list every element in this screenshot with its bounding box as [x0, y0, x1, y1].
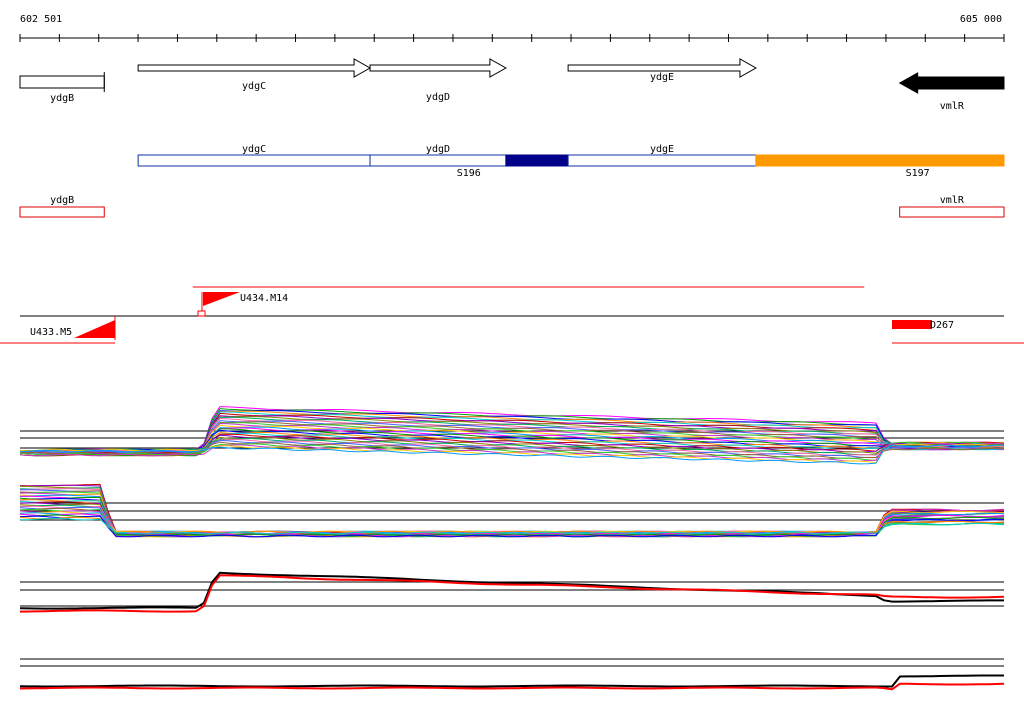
marker-d267	[892, 320, 932, 329]
gene-arrow-ydgE	[567, 58, 757, 78]
gene-arrow-ydgD	[369, 58, 507, 78]
transcript-label-d267: D267	[930, 320, 954, 331]
profile-line	[19, 574, 1005, 613]
profile-line	[20, 495, 1005, 535]
profile-line	[19, 443, 1005, 464]
profile-line	[19, 444, 1004, 465]
operon-label: ydgC	[242, 144, 266, 155]
red-box-label-vmlR: vmlR	[940, 195, 965, 206]
flag-base-u434	[197, 310, 206, 317]
profile-line	[19, 682, 1005, 691]
gene-label-ydgB: ydgB	[50, 93, 74, 104]
ruler-end-label: 605 000	[960, 14, 1002, 25]
segment-label-s196: S196	[457, 168, 481, 179]
expression-profiles	[19, 406, 1005, 691]
profile-line	[19, 488, 1005, 538]
profile-line	[19, 501, 1005, 535]
ruler-start-label: 602 501	[20, 14, 62, 25]
gene-arrow-ydgC	[137, 58, 372, 78]
operon-segment	[755, 154, 1005, 167]
red-box-vmlR	[899, 206, 1005, 218]
operon-label: ydgE	[650, 144, 674, 155]
gene-track: ydgB ydgC ydgD ydgE vmlR	[19, 58, 1005, 112]
red-box-ydgB	[19, 206, 105, 218]
profile-line	[20, 492, 1005, 537]
profile-line	[19, 500, 1005, 534]
profile-line	[19, 428, 1005, 457]
profile-line	[19, 484, 1005, 535]
ruler-ticks	[19, 34, 1005, 42]
profile-line	[19, 512, 1005, 535]
operon-segment	[137, 154, 371, 167]
gene-box-ydgB	[19, 75, 105, 89]
profile-line	[19, 502, 1005, 536]
profile-line	[19, 674, 1004, 688]
profile-line	[19, 490, 1005, 535]
operon-track: ydgC ydgD ydgE S196 S197	[137, 144, 1005, 179]
profile-line	[19, 497, 1005, 537]
gene-label-ydgC: ydgC	[242, 81, 266, 92]
profile-line	[19, 510, 1005, 534]
profile-line	[19, 487, 1004, 537]
profile-line	[19, 514, 1005, 537]
profile-line	[20, 517, 1005, 535]
profile-line	[19, 515, 1005, 538]
transcript-label-u433: U433.M5	[30, 327, 72, 338]
gene-label-ydgE: ydgE	[650, 72, 674, 83]
segment-label-s197: S197	[906, 168, 930, 179]
profile-line	[19, 438, 1005, 456]
operon-segment	[505, 154, 569, 167]
flag-u434-icon	[203, 292, 240, 306]
gene-label-ydgD: ydgD	[426, 92, 450, 103]
profile-line	[19, 441, 1005, 461]
gene-label-vmlR: vmlR	[940, 101, 965, 112]
profile-line	[19, 571, 1004, 610]
profile-line	[19, 483, 1005, 534]
red-box-track: ydgB vmlR	[19, 195, 1005, 218]
operon-segment	[567, 154, 757, 167]
transcript-track: U434.M14 U433.M5 D267	[0, 286, 1024, 344]
operon-label: ydgD	[426, 144, 450, 155]
profile-line	[19, 493, 1005, 538]
flag-u433-icon	[74, 320, 115, 338]
gene-arrow-vmlR	[898, 72, 1005, 94]
profile-line	[19, 494, 1004, 534]
coordinate-ruler: 602 501 605 000	[19, 14, 1005, 42]
profile-line	[19, 491, 1005, 536]
operon-segment	[369, 154, 507, 167]
transcript-label-u434: U434.M14	[240, 293, 288, 304]
red-box-label-ydgB: ydgB	[50, 195, 74, 206]
